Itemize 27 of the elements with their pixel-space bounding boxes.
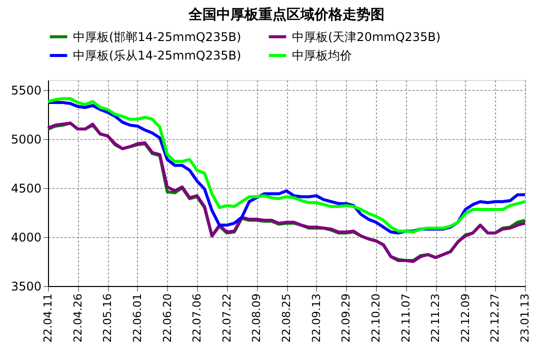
- x-tick-label: 22.04.11: [42, 294, 54, 342]
- y-tick-label: 5500: [10, 83, 42, 98]
- x-tick-label: 22.07.22: [220, 294, 234, 342]
- legend-label: 中厚板(乐从14-25mmQ235B): [73, 48, 242, 62]
- x-tick-label: 22.08.09: [250, 294, 264, 342]
- x-tick-label: 22.06.20: [160, 294, 174, 342]
- legend-label: 中厚板均价: [292, 48, 352, 62]
- x-tick-label: 22.07.06: [190, 294, 204, 342]
- x-tick-label: 23.01.13: [518, 294, 532, 342]
- x-tick-label: 22.12.27: [488, 294, 502, 342]
- x-tick-label: 22.11.23: [429, 294, 442, 342]
- x-tick-label: 22.12.09: [458, 294, 472, 342]
- x-tick-label: 22.09.13: [310, 294, 323, 342]
- y-tick-label: 3500: [10, 280, 42, 294]
- x-tick-label: 22.04.26: [71, 294, 84, 342]
- y-tick-label: 4500: [10, 181, 42, 196]
- x-tick-label: 22.08.25: [280, 294, 293, 342]
- y-tick-label: 5000: [10, 132, 42, 146]
- legend-label: 中厚板(邯郸14-25mmQ235B): [73, 30, 242, 44]
- x-tick-label: 22.09.29: [340, 294, 353, 342]
- legend-label: 中厚板(天津20mmQ235B): [292, 30, 441, 44]
- x-tick-label: 22.05.16: [101, 294, 114, 342]
- x-tick-label: 22.06.01: [130, 294, 144, 342]
- y-tick-label: 4000: [10, 230, 42, 244]
- chart-title: 全国中厚板重点区域价格走势图: [188, 7, 384, 23]
- x-tick-label: 22.11.07: [399, 294, 412, 342]
- x-tick-label: 22.10.20: [369, 294, 382, 342]
